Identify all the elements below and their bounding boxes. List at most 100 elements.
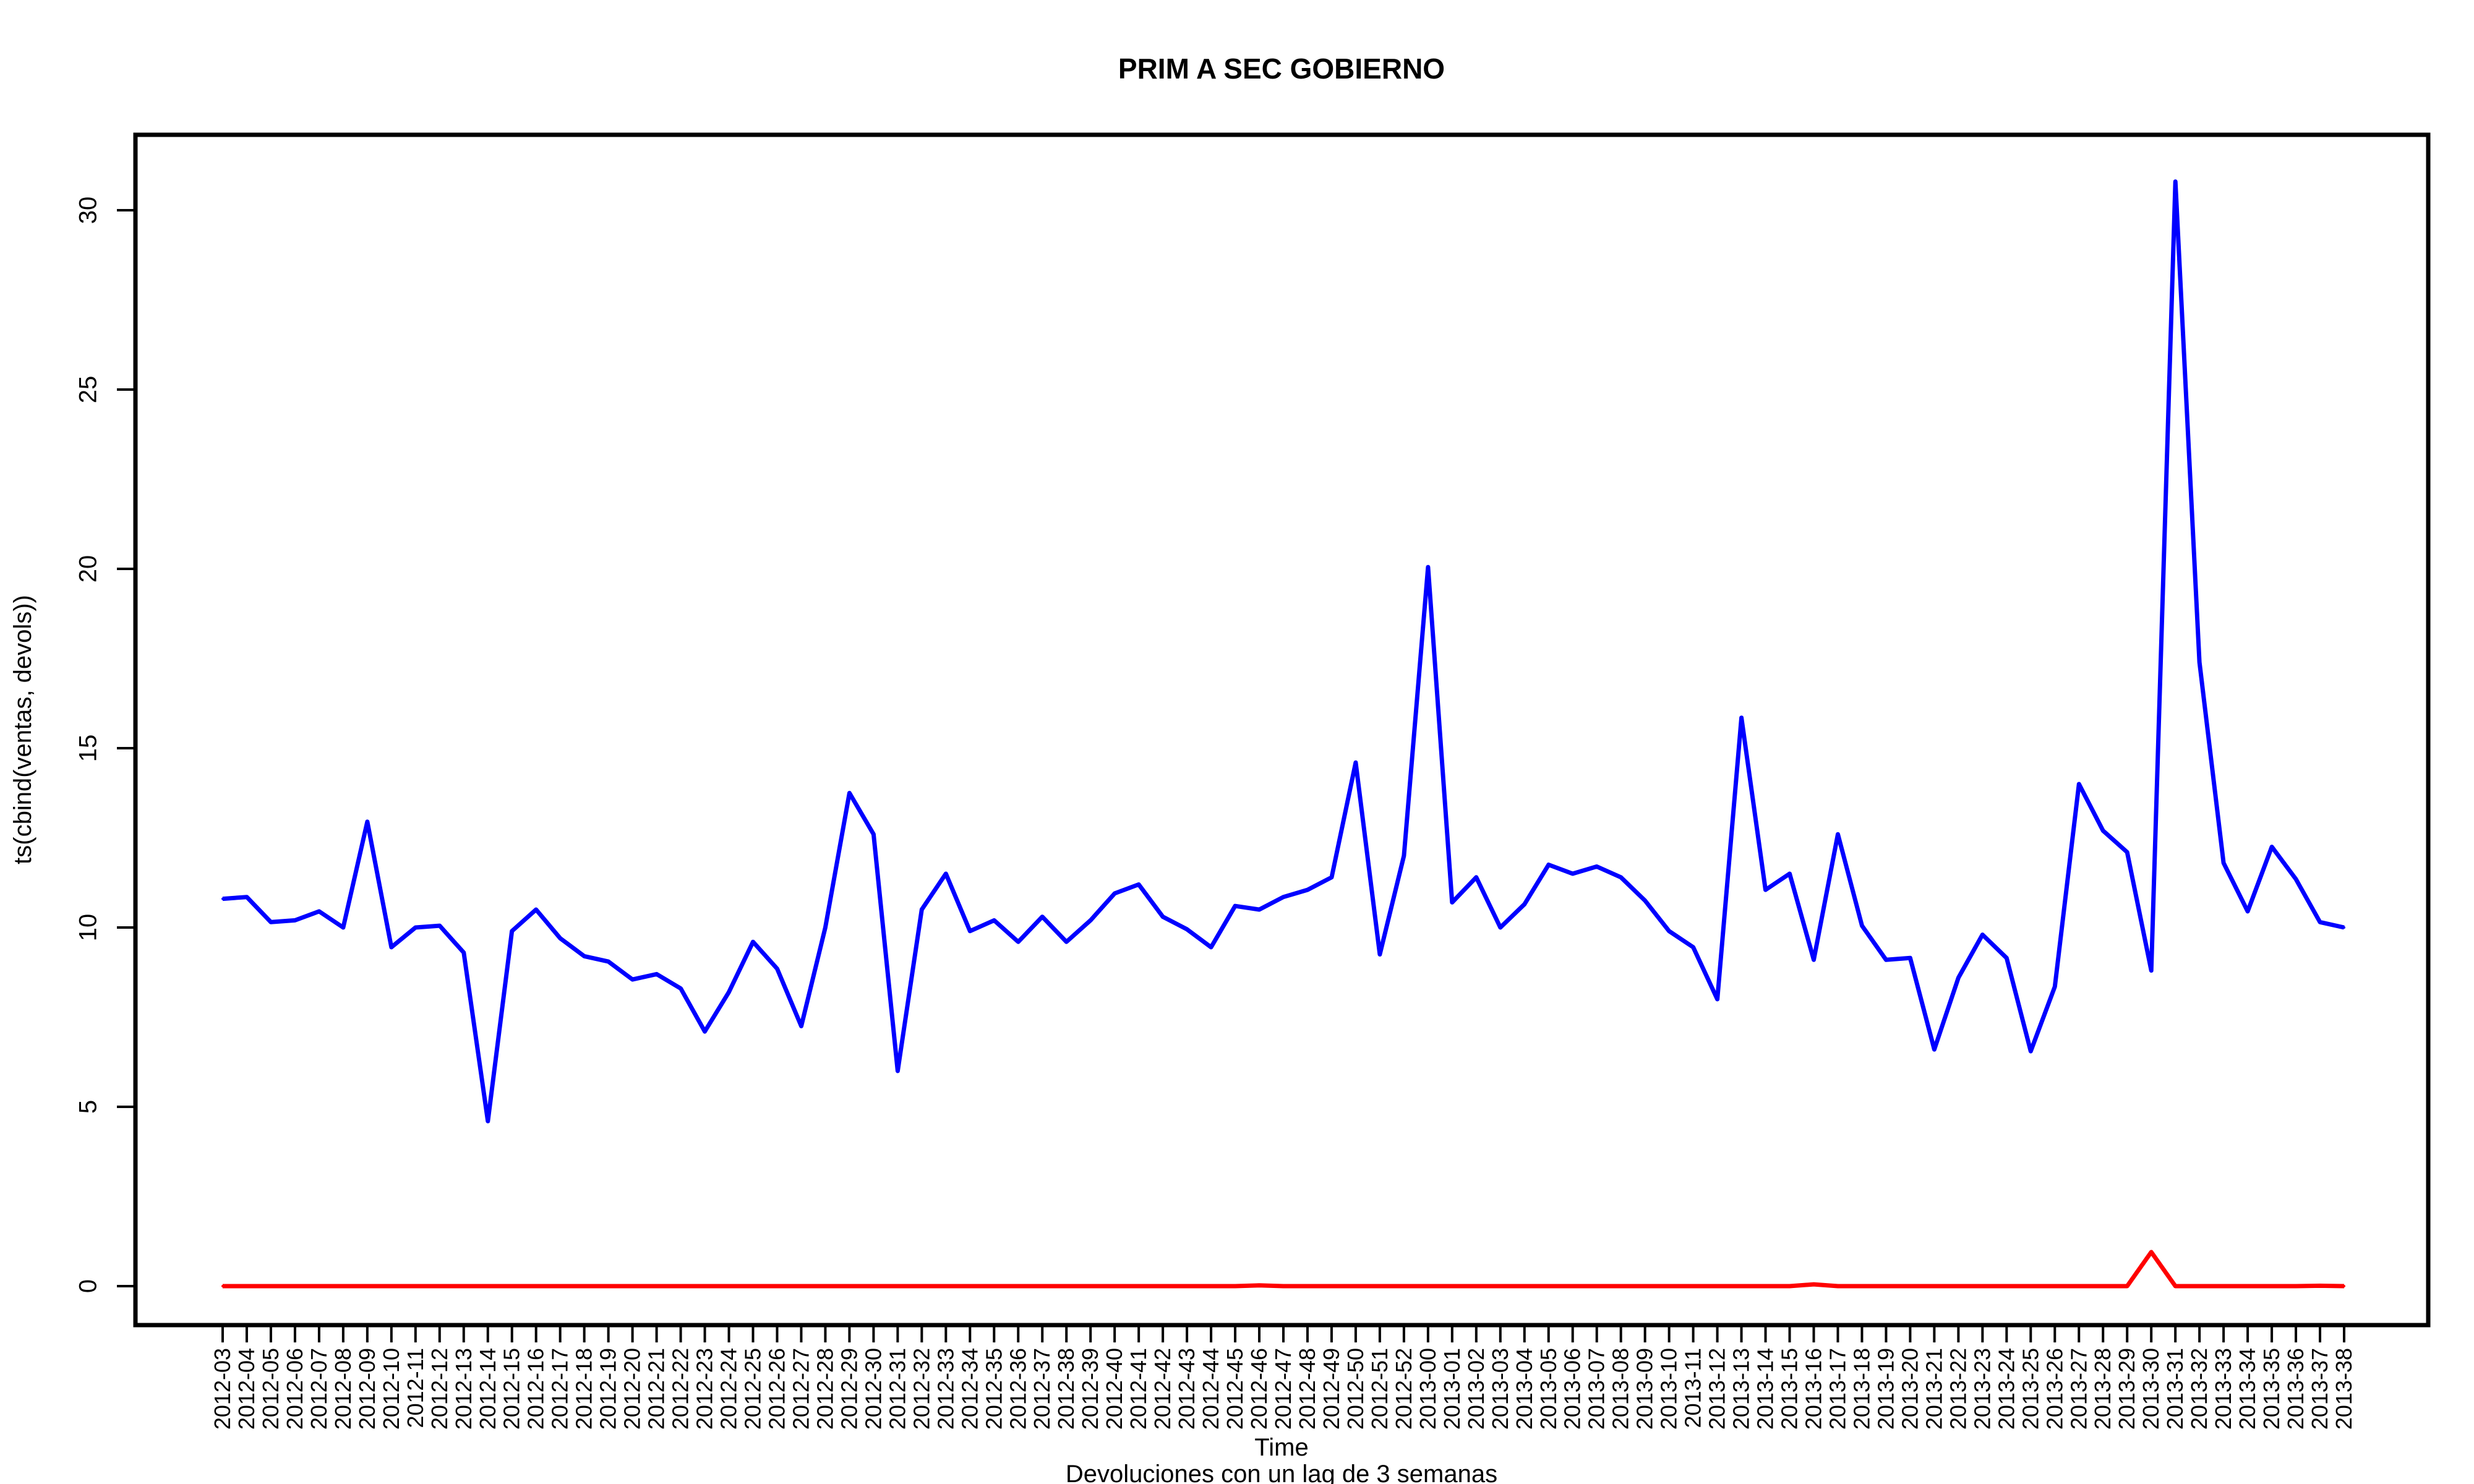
- x-tick-label: 2013-00: [1415, 1348, 1440, 1430]
- data-point-ventas: [1619, 876, 1622, 879]
- data-point-devols: [341, 1285, 345, 1287]
- data-point-ventas: [1909, 957, 1912, 960]
- x-tick-label: 2013-24: [1993, 1348, 2019, 1430]
- x-tick-label: 2012-17: [547, 1348, 573, 1430]
- data-point-ventas: [2174, 180, 2177, 183]
- data-point-ventas: [559, 937, 562, 940]
- data-point-ventas: [414, 926, 417, 929]
- x-tick-label: 2012-35: [981, 1348, 1006, 1430]
- data-point-ventas: [583, 955, 586, 958]
- data-point-devols: [776, 1285, 779, 1287]
- x-tick-label: 2012-16: [523, 1348, 549, 1430]
- data-point-ventas: [269, 921, 272, 924]
- x-tick-label: 2012-34: [957, 1348, 982, 1430]
- series-line-devols: [223, 1250, 2345, 1289]
- x-tick-label: 2012-14: [475, 1348, 500, 1430]
- data-point-ventas: [1933, 1048, 1936, 1051]
- data-point-ventas: [462, 951, 465, 954]
- x-tick-label: 2013-15: [1777, 1348, 1802, 1430]
- data-point-ventas: [1957, 976, 1960, 979]
- data-point-devols: [1499, 1285, 1502, 1287]
- data-point-ventas: [727, 991, 730, 994]
- data-point-ventas: [2198, 660, 2201, 663]
- data-point-ventas: [486, 1120, 489, 1123]
- data-point-devols: [2246, 1285, 2249, 1287]
- x-tick-label: 2012-13: [451, 1348, 476, 1430]
- data-point-devols: [1234, 1285, 1237, 1287]
- data-point-devols: [1065, 1285, 1068, 1287]
- data-point-devols: [2150, 1250, 2153, 1253]
- x-tick-label: 2013-21: [1921, 1348, 1946, 1430]
- y-tick-label: 25: [75, 376, 102, 404]
- data-point-devols: [1354, 1285, 1357, 1287]
- x-tick-label: 2012-24: [716, 1348, 742, 1430]
- data-point-devols: [2174, 1285, 2177, 1287]
- data-point-ventas: [1210, 945, 1213, 949]
- data-point-devols: [993, 1285, 996, 1287]
- data-point-devols: [1089, 1285, 1092, 1287]
- data-point-devols: [1137, 1285, 1141, 1287]
- x-tick-label: 2012-25: [740, 1348, 766, 1430]
- x-tick-label: 2012-30: [860, 1348, 886, 1430]
- x-tick-label: 2013-34: [2235, 1348, 2260, 1430]
- data-point-ventas: [776, 967, 779, 970]
- data-point-ventas: [1716, 998, 1719, 1000]
- x-tick-label: 2012-32: [909, 1348, 934, 1430]
- data-point-ventas: [1860, 924, 1864, 927]
- data-point-devols: [1836, 1285, 1839, 1287]
- data-point-devols: [583, 1285, 586, 1287]
- data-point-devols: [269, 1285, 272, 1287]
- data-point-ventas: [1981, 933, 1984, 936]
- data-point-devols: [1402, 1285, 1405, 1287]
- data-point-devols: [1210, 1285, 1213, 1287]
- data-point-ventas: [679, 987, 682, 990]
- x-tick-label: 2012-28: [812, 1348, 837, 1430]
- data-point-ventas: [2246, 910, 2249, 913]
- data-point-devols: [1619, 1285, 1622, 1287]
- data-point-devols: [896, 1285, 899, 1287]
- x-tick-label: 2012-50: [1343, 1348, 1368, 1430]
- x-tick-label: 2012-42: [1150, 1348, 1175, 1430]
- data-point-ventas: [1378, 953, 1381, 956]
- data-point-devols: [1692, 1285, 1695, 1287]
- data-point-ventas: [1667, 929, 1671, 932]
- data-point-ventas: [1306, 889, 1309, 892]
- data-point-devols: [462, 1285, 465, 1287]
- data-point-ventas: [2343, 926, 2345, 929]
- x-tick-label: 2013-30: [2138, 1348, 2164, 1430]
- data-point-devols: [1378, 1285, 1381, 1287]
- data-point-ventas: [1234, 905, 1237, 908]
- series-line-ventas: [222, 179, 2345, 1124]
- x-tick-label: 2013-09: [1632, 1348, 1658, 1430]
- data-point-devols: [2102, 1285, 2105, 1287]
- x-tick-label: 2013-20: [1897, 1348, 1922, 1430]
- data-point-devols: [2295, 1285, 2298, 1287]
- x-tick-label: 2013-06: [1560, 1348, 1585, 1430]
- x-tick-label: 2013-11: [1680, 1348, 1706, 1428]
- data-point-devols: [1282, 1285, 1285, 1287]
- x-tick-label: 2012-08: [330, 1348, 356, 1430]
- x-tick-label: 2013-03: [1487, 1348, 1513, 1430]
- x-tick-label: 2012-18: [571, 1348, 597, 1430]
- data-point-ventas: [1330, 876, 1333, 879]
- x-tick-label: 2012-03: [210, 1348, 235, 1430]
- x-tick-label: 2013-28: [2090, 1348, 2115, 1430]
- data-point-devols: [944, 1285, 948, 1287]
- data-point-ventas: [221, 897, 224, 900]
- data-point-ventas: [848, 791, 851, 795]
- data-point-devols: [848, 1285, 851, 1287]
- y-tick-label: 5: [75, 1100, 102, 1114]
- y-tick-label: 20: [75, 555, 102, 583]
- data-point-devols: [2078, 1285, 2081, 1287]
- x-tick-label: 2012-11: [403, 1348, 428, 1428]
- data-point-ventas: [2319, 921, 2322, 924]
- x-tick-label: 2013-04: [1512, 1348, 1537, 1430]
- data-point-devols: [655, 1285, 658, 1287]
- x-tick-label: 2012-05: [258, 1348, 283, 1430]
- data-point-devols: [727, 1285, 730, 1287]
- data-point-devols: [534, 1285, 537, 1287]
- data-point-ventas: [824, 926, 827, 929]
- x-tick-label: 2012-48: [1295, 1348, 1320, 1430]
- x-tick-label: 2013-10: [1656, 1348, 1682, 1430]
